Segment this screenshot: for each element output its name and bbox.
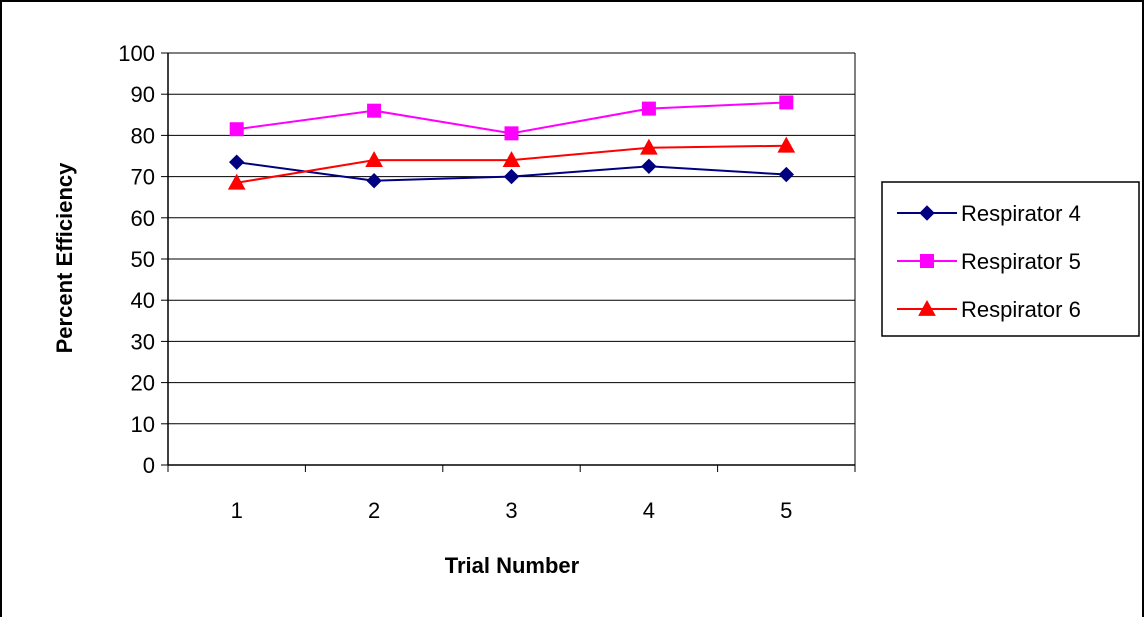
data-point <box>365 151 383 168</box>
x-tick-label: 4 <box>643 498 655 523</box>
series-respirator-6 <box>227 136 796 190</box>
series <box>227 95 796 190</box>
data-point <box>777 136 796 153</box>
y-tick-label: 70 <box>131 165 155 190</box>
data-point <box>504 126 519 141</box>
data-point <box>641 101 656 116</box>
data-point <box>503 168 520 185</box>
y-tick-label: 30 <box>131 329 155 354</box>
legend-label: Respirator 4 <box>961 201 1081 226</box>
series-respirator-5 <box>229 95 794 141</box>
x-tick-label: 3 <box>505 498 517 523</box>
legend-label: Respirator 6 <box>961 297 1081 322</box>
data-point <box>640 138 658 155</box>
data-point <box>229 122 244 137</box>
y-tick-label: 60 <box>131 206 155 231</box>
legend-item: Respirator 4 <box>897 201 1081 226</box>
x-tick-label: 5 <box>780 498 792 523</box>
data-point <box>227 173 246 190</box>
data-point <box>367 103 382 118</box>
gridlines <box>168 52 855 425</box>
y-tick-label: 10 <box>131 412 155 437</box>
data-point <box>778 166 795 183</box>
y-tick-label: 50 <box>131 247 155 272</box>
data-point <box>366 173 382 189</box>
data-point <box>502 151 521 168</box>
y-tick-labels: 0 10 20 30 40 50 60 70 80 90 100 <box>118 41 155 478</box>
data-point <box>779 95 794 110</box>
legend-label: Respirator 5 <box>961 249 1081 274</box>
legend-marker <box>920 254 934 268</box>
series-respirator-4 <box>228 154 795 189</box>
axes <box>161 52 856 472</box>
data-point <box>641 158 657 175</box>
x-axis-title: Trial Number <box>445 553 580 578</box>
y-tick-label: 20 <box>131 371 155 396</box>
x-tick-label: 2 <box>368 498 380 523</box>
data-point <box>228 154 245 170</box>
y-tick-label: 90 <box>131 82 155 107</box>
y-tick-label: 80 <box>131 123 155 148</box>
y-tick-label: 100 <box>118 41 155 66</box>
legend-item: Respirator 6 <box>897 297 1081 322</box>
y-tick-label: 0 <box>143 453 155 478</box>
legend-marker <box>919 205 935 221</box>
x-tick-label: 1 <box>231 498 243 523</box>
x-tick-labels: 1 2 3 4 5 <box>231 498 793 523</box>
legend-marker <box>918 299 936 316</box>
y-axis-title: Percent Efficiency <box>52 162 77 354</box>
legend: Respirator 4 Respirator 5 Respirator 6 <box>881 181 1140 337</box>
legend-item: Respirator 5 <box>897 249 1081 274</box>
y-tick-label: 40 <box>131 288 155 313</box>
